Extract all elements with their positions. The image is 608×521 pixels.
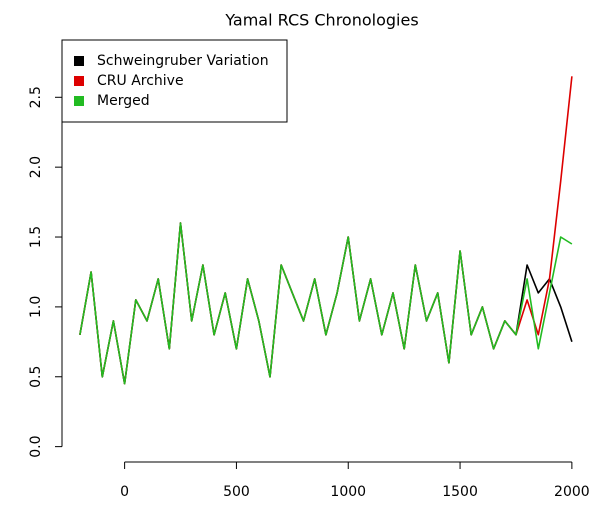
legend-label: Merged — [97, 93, 150, 109]
x-tick-label: 1500 — [442, 484, 478, 500]
legend-label: Schweingruber Variation — [97, 53, 269, 69]
legend-swatch — [74, 76, 84, 86]
y-tick-label: 1.5 — [28, 226, 44, 248]
x-tick-label: 1000 — [330, 484, 366, 500]
y-tick-label: 0.5 — [28, 366, 44, 388]
y-tick-label: 2.0 — [28, 156, 44, 178]
y-tick-label: 0.0 — [28, 435, 44, 457]
legend-swatch — [74, 56, 84, 66]
legend-swatch — [74, 96, 84, 106]
line-series — [79, 222, 573, 385]
legend-label: CRU Archive — [97, 73, 184, 89]
chart-title: Yamal RCS Chronologies — [224, 11, 418, 30]
y-tick-label: 2.5 — [28, 86, 44, 108]
y-tick-label: 1.0 — [28, 296, 44, 318]
x-tick-label: 0 — [120, 484, 129, 500]
legend-box — [61, 39, 288, 123]
x-tick-label: 2000 — [554, 484, 590, 500]
line-series — [79, 222, 573, 385]
x-tick-label: 500 — [223, 484, 250, 500]
